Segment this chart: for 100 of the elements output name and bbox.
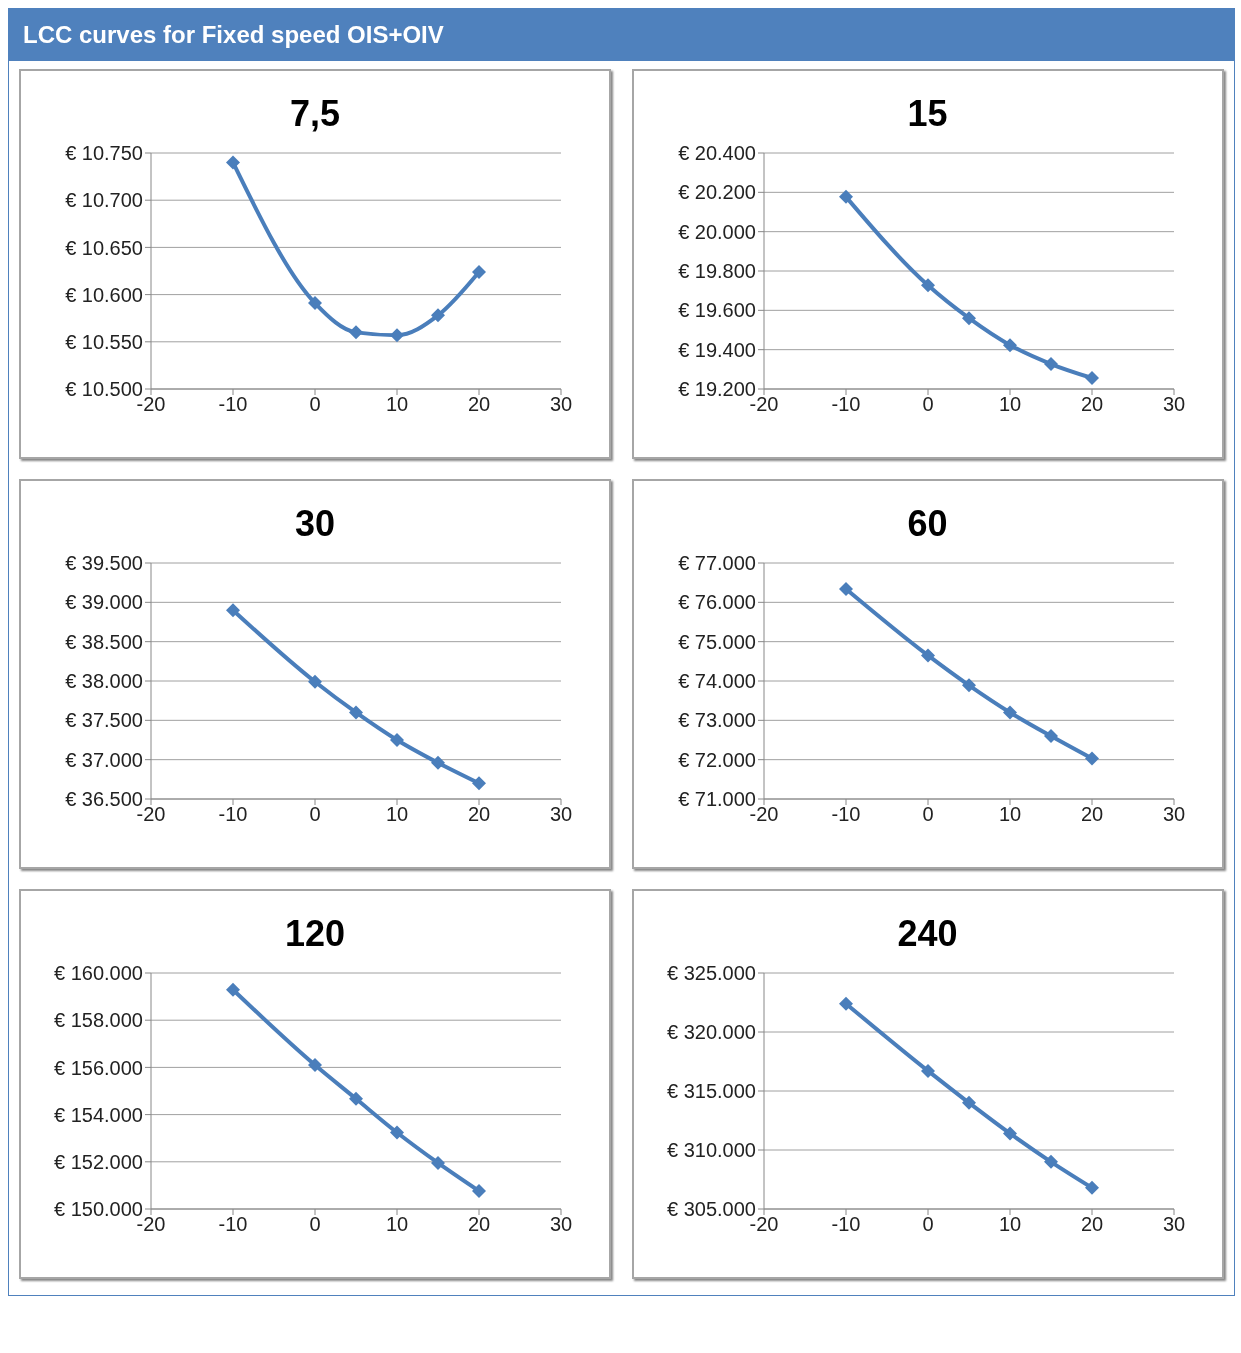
y-tick-label: € 310.000 [666,1139,756,1162]
y-tick-label: € 19.400 [677,338,756,361]
x-tick-label: -10 [218,1213,248,1236]
point [226,155,240,170]
y-tick-label: € 75.000 [677,630,756,653]
chart-title: 15 [906,93,949,136]
x-tick-label: 10 [385,1213,409,1236]
point [920,1063,935,1078]
point [838,581,853,596]
y-tick-label: € 10.600 [65,283,143,306]
chart-title: 30 [293,503,336,546]
y-tick-label: € 19.600 [677,299,756,322]
y-tick-label: € 10.650 [65,236,143,259]
point [349,1091,363,1106]
x-tick-label: 30 [1162,1213,1185,1236]
y-tick-label: € 38.500 [65,630,143,653]
text: LCC curves for Fixed speed OIS+OIV [23,21,444,48]
y-tick-label: € 152.000 [54,1150,143,1173]
chart-title: 240 [896,913,959,956]
y-tick-label: € 37.000 [65,748,143,771]
x-tick-label: 0 [309,1213,321,1236]
y-tick-label: € 77.000 [677,552,756,575]
y-tick-label: € 74.000 [677,670,756,693]
y-tick-label: € 72.000 [677,748,756,771]
x-tick-label: 20 [467,393,491,416]
x-tick-label: 10 [998,1213,1021,1236]
point [1084,751,1099,766]
point [1002,1126,1017,1141]
point [920,648,935,663]
point [226,603,240,618]
point [838,996,853,1011]
y-tick-label: € 156.000 [54,1056,143,1079]
y-tick-label: € 10.550 [65,330,143,353]
y-tick-label: € 10.700 [65,189,143,212]
y-tick-label: € 154.000 [54,1103,143,1126]
x-tick-label: 10 [998,803,1021,826]
point [431,755,445,770]
x-tick-label: 10 [998,393,1021,416]
point [431,1155,445,1170]
point [226,982,240,997]
point [838,189,853,204]
point [472,776,486,791]
point [308,674,322,689]
x-tick-label: 20 [1080,393,1103,416]
chart-title: 120 [283,913,347,956]
y-tick-label: € 37.500 [65,709,143,732]
point [1043,357,1058,372]
y-tick-label: € 20.200 [677,181,756,204]
chart-title: 60 [906,503,949,546]
y-tick-label: € 38.000 [65,670,143,693]
x-tick-label: -10 [831,803,860,826]
x-tick-label: 30 [549,393,573,416]
point [1002,338,1017,353]
y-tick-label: € 325.000 [666,962,756,985]
x-tick-label: 20 [1080,1213,1103,1236]
y-tick-label: € 20.000 [677,220,756,243]
point [1043,1154,1058,1169]
x-tick-label: 20 [1080,803,1103,826]
y-tick-label: € 73.000 [677,709,756,732]
x-tick-label: 0 [309,803,321,826]
point [472,1184,486,1199]
x-tick-label: 0 [309,393,321,416]
x-tick-label: -10 [831,393,860,416]
y-tick-label: € 20.400 [677,142,756,165]
point [1084,370,1099,385]
y-tick-label: € 160.000 [54,962,143,985]
x-tick-label: 30 [1162,393,1185,416]
point [961,678,976,693]
point [390,733,404,747]
x-tick-label: 30 [549,1213,573,1236]
y-tick-label: € 320.000 [666,1021,756,1044]
point [308,296,322,311]
y-tick-label: € 39.000 [65,591,143,614]
point [308,1058,322,1073]
y-tick-label: € 76.000 [677,591,756,614]
point [961,311,976,326]
y-tick-label: € 10.750 [65,142,143,165]
point [920,278,935,293]
point [431,308,445,323]
x-tick-label: 30 [549,803,573,826]
x-tick-label: 30 [1162,803,1185,826]
point [390,1125,404,1140]
x-tick-label: 0 [921,1213,934,1236]
y-tick-label: € 19.800 [677,260,756,283]
point [390,328,404,343]
x-tick-label: 10 [385,803,409,826]
point [472,264,486,279]
x-tick-label: 20 [467,1213,491,1236]
x-tick-label: 20 [467,803,491,826]
y-tick-label: € 39.500 [65,552,143,575]
x-tick-label: 0 [921,393,934,416]
y-tick-label: € 158.000 [54,1009,143,1032]
x-tick-label: -10 [218,803,248,826]
point [961,1095,976,1110]
point [1084,1180,1099,1195]
point [349,325,363,340]
point [1043,729,1058,744]
x-tick-label: 0 [921,803,934,826]
y-tick-label: € 315.000 [666,1080,756,1103]
x-tick-label: -10 [831,1213,860,1236]
